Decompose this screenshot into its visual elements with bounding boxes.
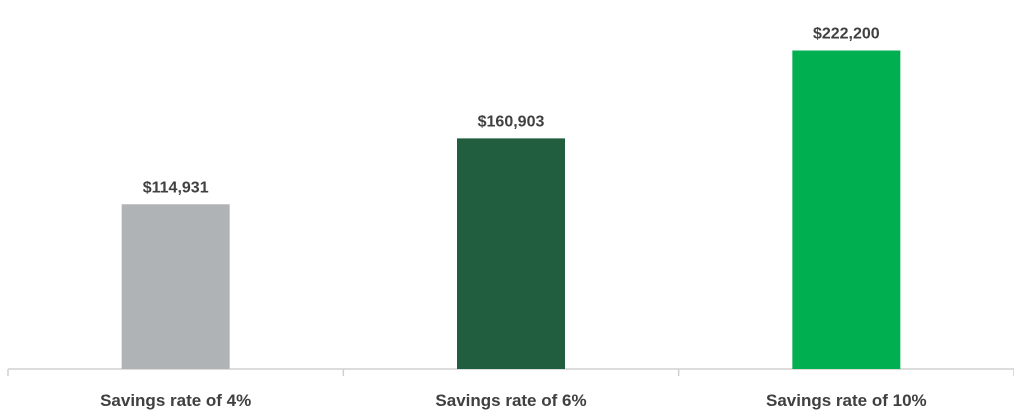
bar [121, 204, 230, 369]
x-tick-label: Savings rate of 6% [435, 391, 586, 410]
bar [457, 138, 565, 369]
x-tick-labels: Savings rate of 4% Savings rate of 6% Savi… [100, 391, 927, 410]
bar-value-label: $160,903 [478, 113, 545, 130]
x-axis [7, 368, 1014, 376]
x-tick-label: Savings rate of 4% [100, 391, 251, 410]
bar [792, 50, 901, 369]
bar-value-label: $222,200 [813, 26, 880, 43]
bars [121, 50, 901, 369]
data-labels: $114,931 $160,903 $222,200 [143, 26, 880, 197]
bar-value-label: $114,931 [143, 179, 209, 196]
x-tick-label: Savings rate of 10% [766, 391, 927, 410]
